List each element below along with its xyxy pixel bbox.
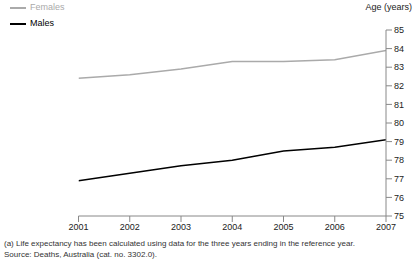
svg-text:2002: 2002 [120, 222, 140, 232]
svg-text:84: 84 [394, 44, 404, 54]
svg-text:2006: 2006 [325, 222, 345, 232]
svg-text:2001: 2001 [69, 222, 89, 232]
svg-text:77: 77 [394, 174, 404, 184]
svg-text:80: 80 [394, 118, 404, 128]
svg-text:78: 78 [394, 155, 404, 165]
html-text:Source: Deaths, Australia (cat: Source: Deaths, Australia (cat. no. 3302… [4, 250, 157, 259]
svg-text:2004: 2004 [222, 222, 242, 232]
svg-text:76: 76 [394, 193, 404, 203]
html-text:Females: Females [30, 2, 65, 13]
svg-text:75: 75 [394, 211, 404, 221]
html-text:(a) Life expectancy has been c: (a) Life expectancy has been calculated … [4, 239, 355, 248]
svg-text:85: 85 [394, 25, 404, 35]
html-text:Males: Males [30, 18, 54, 29]
html-text:Age (years): Age (years) [365, 2, 412, 12]
svg-text:82: 82 [394, 81, 404, 91]
svg-text:79: 79 [394, 137, 404, 147]
svg-text:83: 83 [394, 62, 404, 72]
svg-text:2005: 2005 [273, 222, 293, 232]
svg-text:81: 81 [394, 100, 404, 110]
svg-text:2007: 2007 [376, 222, 396, 232]
svg-text:2003: 2003 [171, 222, 191, 232]
